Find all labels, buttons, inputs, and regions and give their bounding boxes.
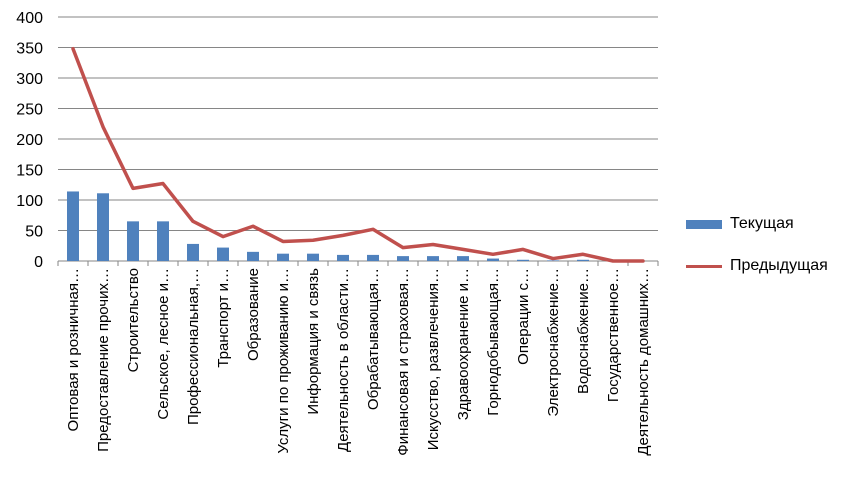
y-tick-label: 200 (16, 132, 43, 149)
x-tick-label: Водоснабжение… (575, 268, 592, 394)
x-tick-label: Информация и связь (305, 268, 322, 415)
x-tick-label: Деятельность в области… (335, 268, 352, 452)
legend: Текущая Предыдущая (686, 214, 828, 298)
legend-label-current: Текущая (730, 215, 794, 232)
bar-current (487, 258, 499, 261)
y-tick-label: 400 (16, 10, 43, 27)
legend-item-previous: Предыдущая (686, 256, 828, 276)
y-tick-label: 100 (16, 193, 43, 210)
x-tick-label: Профессиональная,… (185, 268, 202, 425)
x-tick-label: Электроснабжение… (545, 268, 562, 417)
bar-current (367, 254, 379, 261)
x-tick-label: Искусство, развлечения… (425, 268, 442, 450)
x-tick-label: Здравоохранение и… (455, 268, 472, 420)
bar-current (67, 191, 79, 261)
x-tick-label: Сельское, лесное и… (155, 268, 172, 420)
bar-current (427, 256, 439, 261)
x-tick-label: Горнодобывающая… (485, 268, 502, 416)
y-tick-label: 50 (25, 224, 43, 241)
x-tick-label: Оптовая и розничная… (65, 268, 82, 431)
x-tick-label: Государственное… (605, 268, 622, 402)
x-tick-label: Строительство (125, 268, 142, 372)
x-tick-label: Операции с… (515, 268, 532, 365)
y-tick-label: 300 (16, 71, 43, 88)
y-tick-label: 0 (34, 254, 43, 271)
legend-swatch-previous (686, 264, 722, 268)
bar-current (187, 243, 199, 261)
legend-swatch-current (686, 219, 722, 229)
x-tick-label: Деятельность домашних… (635, 268, 652, 456)
x-tick-label: Финансовая и страховая… (395, 268, 412, 456)
bar-current (547, 260, 559, 261)
bar-current (277, 253, 289, 261)
bar-current (217, 247, 229, 261)
bar-current (517, 259, 529, 261)
bar-current (307, 253, 319, 261)
bar-current (127, 221, 139, 261)
bar-current (457, 256, 469, 261)
bar-current (97, 193, 109, 261)
bar-current (577, 259, 589, 261)
bar-current (247, 251, 259, 261)
y-tick-label: 350 (16, 41, 43, 58)
x-tick-label: Предоставление прочих… (95, 268, 112, 452)
bar-current (397, 256, 409, 261)
line-previous (71, 46, 645, 263)
bar-current (337, 254, 349, 261)
legend-item-current: Текущая (686, 214, 828, 234)
x-tick-label: Транспорт и… (215, 268, 232, 368)
bar-current (157, 221, 169, 261)
x-tick-label: Обрабатывающая… (365, 268, 382, 410)
x-tick-label: Услуги по проживанию и… (275, 268, 292, 454)
x-tick-label: Образование (245, 268, 262, 361)
y-tick-label: 150 (16, 163, 43, 180)
y-tick-label: 250 (16, 102, 43, 119)
legend-label-previous: Предыдущая (730, 257, 828, 274)
